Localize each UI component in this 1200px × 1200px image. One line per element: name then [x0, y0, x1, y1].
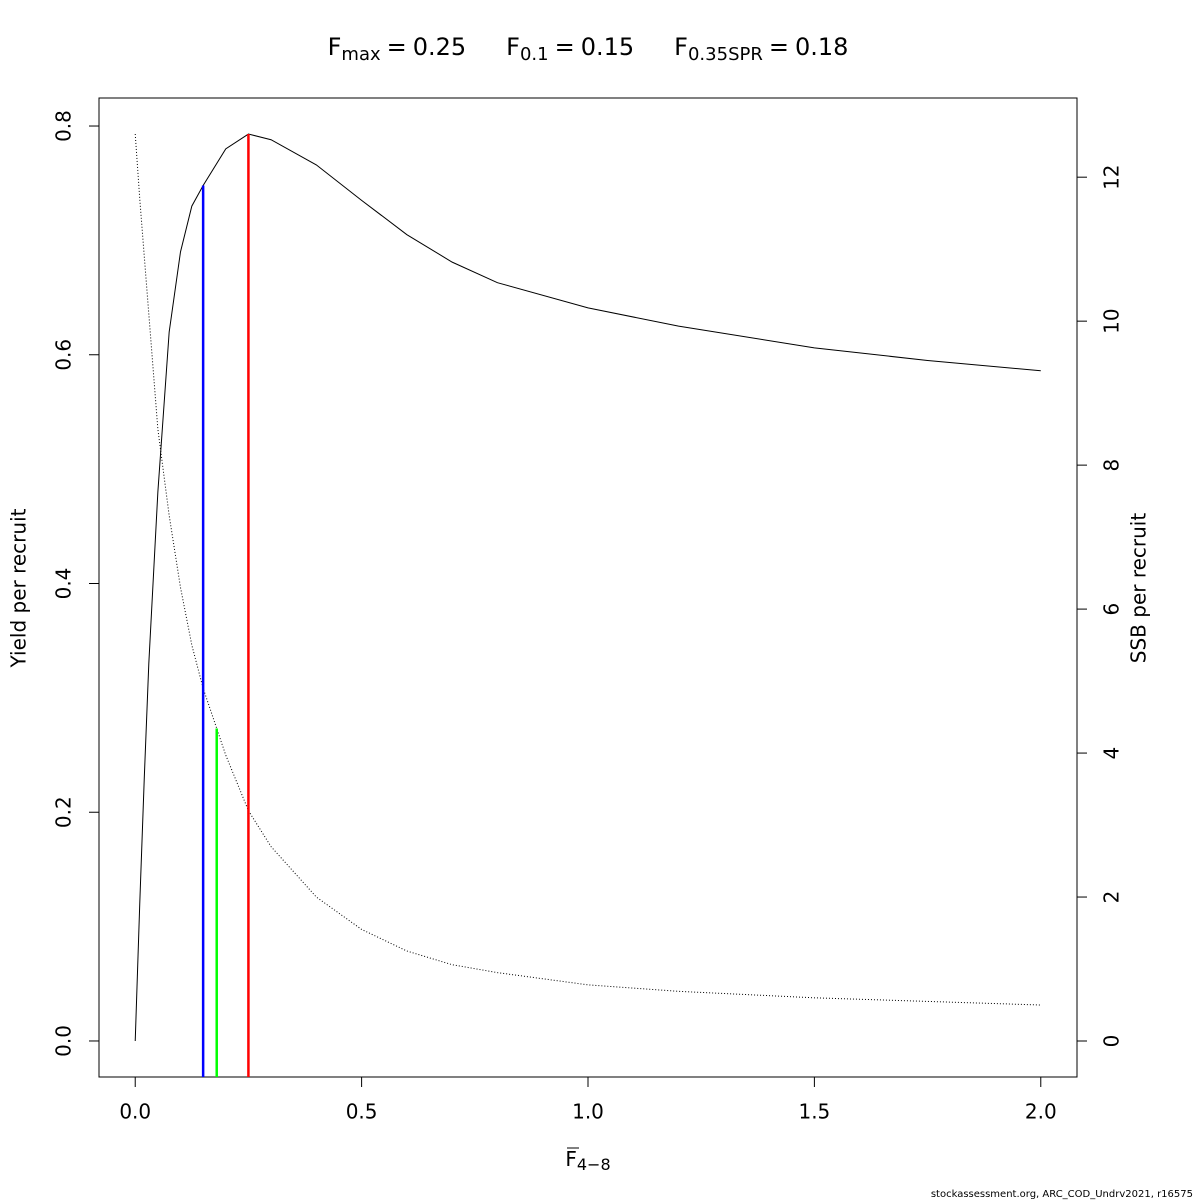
title-symbol: F	[674, 33, 688, 61]
y2-axis-label: SSB per recruit	[1127, 513, 1151, 664]
series-line	[134, 133, 1041, 1006]
title-value: 0.18	[795, 33, 848, 61]
x-tick-label: 1.0	[572, 1100, 604, 1124]
title-value: 0.15	[581, 33, 634, 61]
y2-tick-label: 4	[1100, 747, 1124, 760]
x-tick-label: 0.0	[119, 1100, 151, 1124]
chart-title: Fmax = 0.25 F0.1 = 0.15 F0.35SPR = 0.18	[328, 33, 849, 65]
y-tick-label: 0.4	[52, 568, 76, 600]
title-subscript: 0.1	[520, 44, 549, 65]
x-tick-label: 2.0	[1025, 1100, 1057, 1124]
y2-tick-label: 8	[1100, 459, 1124, 472]
title-subscript: max	[341, 44, 381, 65]
x-label-symbol: F	[565, 1147, 577, 1171]
y-tick-label: 0.8	[52, 110, 76, 142]
y2-tick-label: 12	[1100, 164, 1124, 189]
y-tick-label: 0.6	[52, 339, 76, 371]
title-separator: =	[387, 33, 407, 61]
x-axis-label: F4−8	[565, 1147, 610, 1174]
x-tick-label: 1.5	[798, 1100, 830, 1124]
x-tick-label: 0.5	[346, 1100, 378, 1124]
footer: stockassessment.org, ARC_COD_Undrv2021, …	[931, 1189, 1193, 1200]
y-tick-label: 0.2	[52, 796, 76, 828]
x-label-subscript: 4−8	[577, 1155, 611, 1174]
title-subscript: 0.35SPR	[688, 44, 763, 65]
title-separator: =	[769, 33, 789, 61]
y2-tick-label: 2	[1100, 891, 1124, 904]
y-axis-label: Yield per recruit	[7, 508, 31, 668]
plot-frame	[98, 97, 1078, 1078]
y2-tick-label: 10	[1100, 308, 1124, 333]
title-separator: =	[555, 33, 575, 61]
y2-tick-label: 0	[1100, 1035, 1124, 1048]
title-symbol: F	[506, 33, 520, 61]
series-line	[134, 133, 1041, 1041]
y-tick-label: 0.0	[52, 1025, 76, 1057]
y2-tick-label: 6	[1100, 603, 1124, 616]
title-value: 0.25	[413, 33, 466, 61]
title-symbol: F	[328, 33, 342, 61]
